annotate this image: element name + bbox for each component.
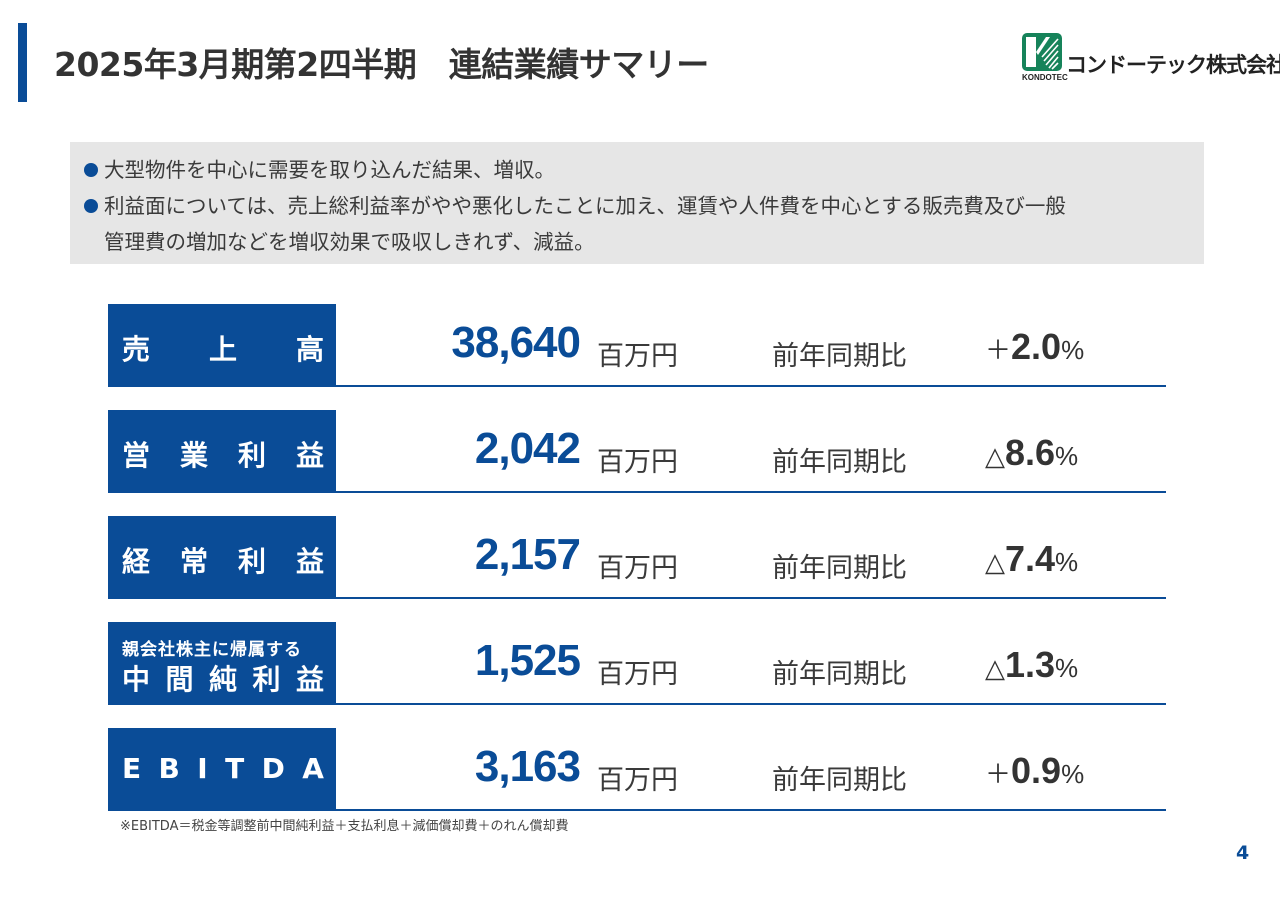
bullet-dot-icon: [84, 199, 98, 213]
yoy-change: △1.3%: [985, 644, 1078, 686]
yoy-change: △8.6%: [985, 432, 1078, 474]
label-char: 高: [295, 333, 324, 366]
metric-row-operating-profit: 営 業 利 益 2,042 百万円 前年同期比 △8.6%: [108, 410, 1166, 493]
label-char: 利: [237, 545, 266, 578]
label-char: 純: [208, 663, 237, 696]
summary-text: 利益面については、売上総利益率がやや悪化したことに加え、運賃や人件費を中心とする…: [104, 194, 1066, 218]
summary-text: 管理費の増加などを増収効果で吸収しきれず、減益。: [104, 230, 595, 254]
label-char: 利: [237, 439, 266, 472]
change-sign: △: [985, 441, 1005, 471]
summary-bullet-continuation: 管理費の増加などを増収効果で吸収しきれず、減益。: [84, 224, 1204, 260]
label-char: 上: [208, 333, 237, 366]
yoy-change: ＋2.0%: [985, 326, 1084, 368]
metric-row-net-sales: 売 上 高 38,640 百万円 前年同期比 ＋2.0%: [108, 304, 1166, 387]
change-sign: ＋: [985, 335, 1012, 365]
kondotec-logo-icon: [1022, 33, 1062, 71]
page-number: 4: [1236, 842, 1250, 864]
ebitda-footnote: ※EBITDA＝税金等調整前中間純利益＋支払利息＋減価償却費＋のれん償却費: [120, 819, 569, 834]
yoy-label: 前年同期比: [772, 553, 907, 584]
metric-label: 経 常 利 益: [108, 516, 336, 597]
label-char: 利: [252, 663, 281, 696]
yoy-label: 前年同期比: [772, 447, 907, 478]
label-char: A: [302, 752, 324, 785]
metric-unit: 百万円: [597, 553, 678, 584]
label-char: 業: [179, 439, 208, 472]
label-char: 経: [122, 545, 151, 578]
metric-row-net-income: 親会社株主に帰属する 中 間 純 利 益 1,525 百万円 前年同期比 △1.…: [108, 622, 1166, 705]
metric-label: 親会社株主に帰属する 中 間 純 利 益: [108, 622, 336, 703]
metric-unit: 百万円: [597, 341, 678, 372]
yoy-label: 前年同期比: [772, 659, 907, 690]
label-char: I: [197, 752, 208, 785]
summary-bullet: 大型物件を中心に需要を取り込んだ結果、増収。: [84, 152, 1204, 188]
label-char: D: [261, 752, 285, 785]
metric-row-ordinary-profit: 経 常 利 益 2,157 百万円 前年同期比 △7.4%: [108, 516, 1166, 599]
yoy-change: △7.4%: [985, 538, 1078, 580]
metric-value: 2,042: [474, 424, 581, 473]
change-unit: %: [1055, 547, 1079, 577]
metric-label: 売 上 高: [108, 304, 336, 385]
change-value: 0.9: [1011, 750, 1062, 791]
label-char: 益: [295, 439, 324, 472]
label-char: T: [225, 752, 245, 785]
change-value: 1.3: [1005, 644, 1056, 685]
label-char: B: [158, 752, 180, 785]
metric-value: 1,525: [474, 636, 581, 685]
change-unit: %: [1061, 335, 1085, 365]
label-char: 間: [165, 663, 194, 696]
metric-label: 営 業 利 益: [108, 410, 336, 491]
metric-value: 38,640: [451, 318, 581, 367]
label-char: E: [122, 752, 142, 785]
metric-unit: 百万円: [597, 447, 678, 478]
metric-label: E B I T D A: [108, 728, 336, 809]
page-title: 2025年3月期第2四半期 連結業績サマリー: [54, 45, 709, 84]
metric-value: 2,157: [474, 530, 581, 579]
change-sign: △: [985, 653, 1005, 683]
change-unit: %: [1061, 759, 1085, 789]
company-logo: KONDOTEC コンドーテック株式会社: [1022, 33, 1280, 85]
label-char: 中: [122, 663, 151, 696]
summary-text: 大型物件を中心に需要を取り込んだ結果、増収。: [104, 158, 555, 182]
yoy-change: ＋0.9%: [985, 750, 1084, 792]
label-char: 常: [179, 545, 208, 578]
title-accent-bar: [18, 23, 27, 102]
metric-unit: 百万円: [597, 765, 678, 796]
label-char: 売: [122, 333, 151, 366]
metric-unit: 百万円: [597, 659, 678, 690]
metric-row-ebitda: E B I T D A 3,163 百万円 前年同期比 ＋0.9%: [108, 728, 1166, 811]
label-char: 益: [295, 663, 324, 696]
summary-bullet: 利益面については、売上総利益率がやや悪化したことに加え、運賃や人件費を中心とする…: [84, 188, 1204, 224]
change-unit: %: [1055, 441, 1079, 471]
change-sign: ＋: [985, 759, 1012, 789]
change-value: 7.4: [1005, 538, 1056, 579]
change-value: 2.0: [1011, 326, 1062, 367]
change-unit: %: [1055, 653, 1079, 683]
metric-value: 3,163: [474, 742, 581, 791]
summary-box: 大型物件を中心に需要を取り込んだ結果、増収。 利益面については、売上総利益率がや…: [70, 142, 1204, 264]
yoy-label: 前年同期比: [772, 765, 907, 796]
company-name: コンドーテック株式会社: [1066, 53, 1280, 77]
label-char: 営: [122, 439, 151, 472]
change-sign: △: [985, 547, 1005, 577]
yoy-label: 前年同期比: [772, 341, 907, 372]
logo-sub-text: KONDOTEC: [1022, 73, 1068, 82]
label-sub: 親会社株主に帰属する: [122, 640, 302, 660]
label-char: 益: [295, 545, 324, 578]
change-value: 8.6: [1005, 432, 1056, 473]
bullet-dot-icon: [84, 163, 98, 177]
